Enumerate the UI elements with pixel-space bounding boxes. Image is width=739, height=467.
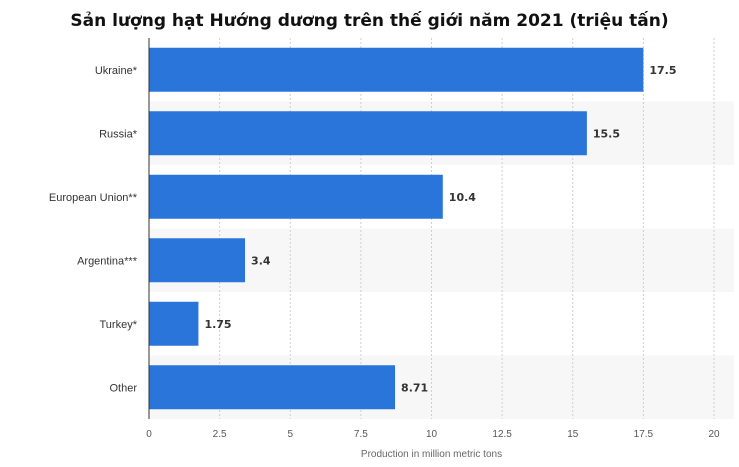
data-label: 1.75	[204, 318, 231, 331]
bar[interactable]	[149, 174, 443, 219]
bar[interactable]	[149, 365, 396, 410]
x-tick-label: 0	[146, 429, 152, 440]
data-label: 3.4	[251, 254, 271, 267]
x-tick-label: 12.5	[492, 429, 512, 440]
chart-title: Sản lượng hạt Hướng dương trên thế giới …	[70, 11, 669, 31]
x-tick-label: 10	[426, 429, 438, 440]
gridlines	[219, 38, 715, 419]
category-label: Argentina***	[77, 255, 138, 267]
x-axis-title: Production in million metric tons	[361, 449, 502, 460]
bar[interactable]	[149, 47, 644, 92]
category-label: Turkey*	[100, 319, 138, 331]
category-label: European Union**	[49, 192, 138, 204]
value-labels: 17.5 15.5 10.4 3.4 1.75 8.71	[204, 64, 676, 395]
x-tick-label: 5	[287, 429, 293, 440]
bar[interactable]	[149, 301, 199, 346]
bar[interactable]	[149, 238, 246, 283]
row-band	[149, 228, 734, 292]
x-tick-label: 7.5	[354, 429, 368, 440]
category-label: Other	[109, 382, 137, 394]
category-label: Russia*	[99, 128, 138, 140]
data-label: 8.71	[401, 381, 428, 394]
x-tick-label: 2.5	[213, 429, 227, 440]
bars	[149, 47, 644, 410]
x-tick-labels: 0 2.5 5 7.5 10 12.5 15 17.5 20	[146, 429, 720, 440]
category-label: Ukraine*	[95, 65, 138, 77]
category-labels: Ukraine* Russia* European Union** Argentina…	[49, 65, 138, 395]
x-tick-label: 15	[567, 429, 579, 440]
x-tick-label: 20	[708, 429, 720, 440]
data-label: 17.5	[649, 64, 676, 77]
data-label: 15.5	[593, 127, 620, 140]
data-label: 10.4	[449, 191, 476, 204]
x-tick-label: 17.5	[634, 429, 654, 440]
bar[interactable]	[149, 111, 587, 156]
